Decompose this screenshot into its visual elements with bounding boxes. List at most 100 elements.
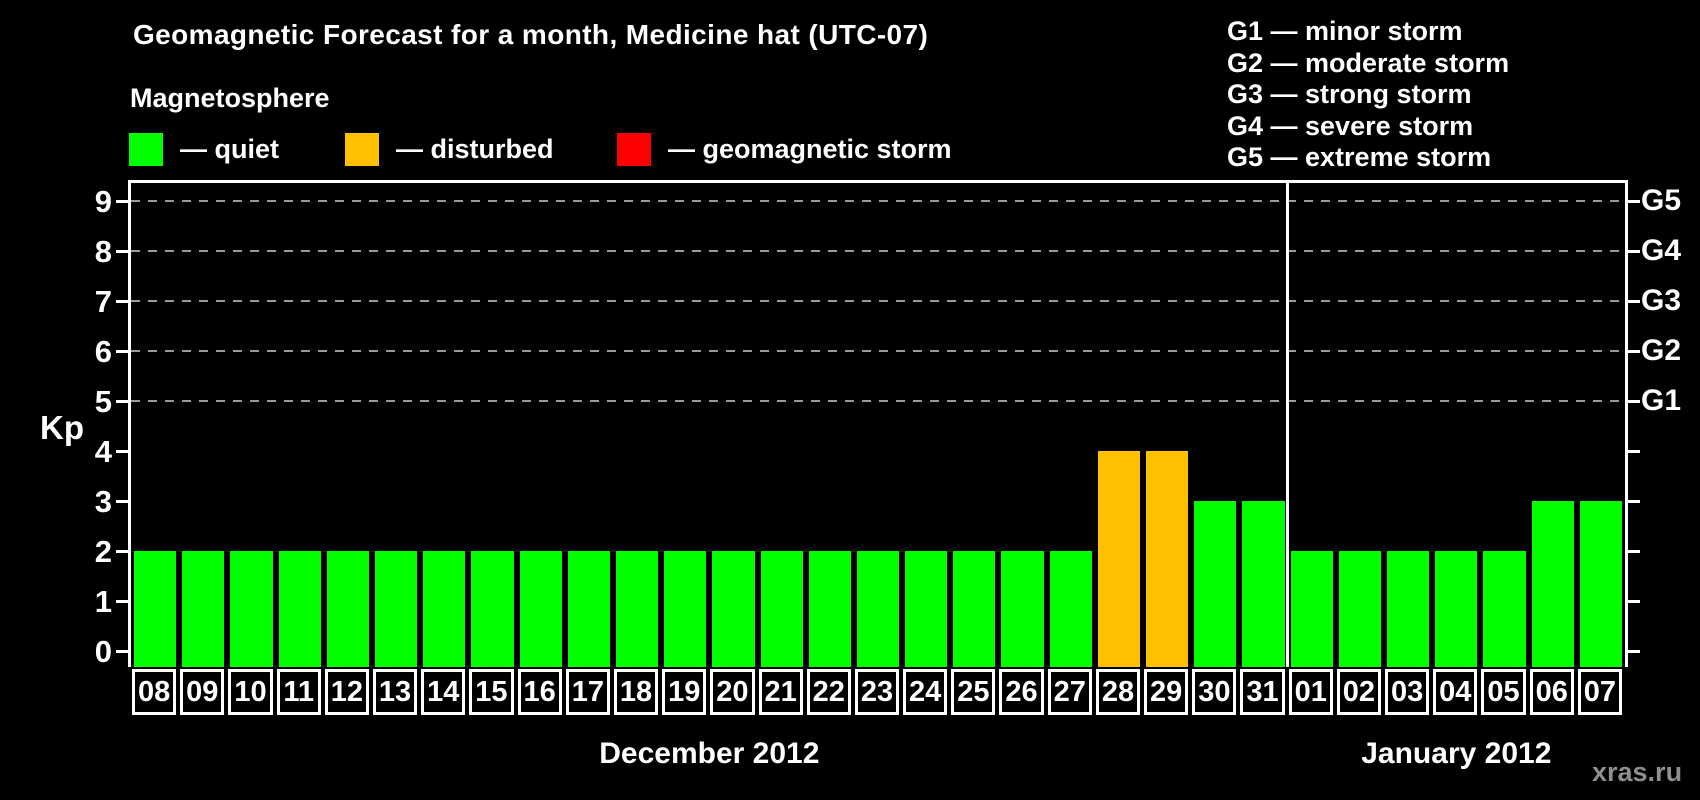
day-label: 24 — [903, 669, 948, 715]
kp-bar-day-04 — [1435, 551, 1478, 667]
g-tick-label-G1: G1 — [1641, 384, 1682, 417]
kp-bar-day-23 — [856, 551, 900, 667]
kp-bar-day-16 — [519, 551, 562, 667]
kp-bar-day-21 — [760, 551, 803, 667]
g-tick-label-G5: G5 — [1641, 184, 1682, 217]
kp-bar-day-09 — [182, 551, 225, 667]
kp-bar-day-02 — [1338, 551, 1382, 667]
kp-tick-label: 7 — [94, 284, 112, 319]
kp-bar-day-10 — [230, 551, 273, 667]
day-label: 04 — [1433, 669, 1478, 715]
day-label: 29 — [1144, 669, 1189, 715]
kp-bar-day-19 — [664, 551, 707, 667]
kp-tick-label: 9 — [94, 184, 112, 219]
day-label: 25 — [951, 669, 996, 715]
kp-bar-day-08 — [134, 551, 177, 667]
kp-bar-day-17 — [567, 551, 610, 667]
kp-bar-day-20 — [712, 551, 755, 667]
day-label: 14 — [421, 669, 466, 715]
month-label: December 2012 — [599, 737, 820, 770]
left-axis-tick — [116, 199, 128, 203]
day-label: 20 — [710, 669, 755, 715]
gridline-G3 — [131, 300, 1625, 302]
left-axis-tick — [116, 599, 128, 603]
kp-tick-label: 6 — [94, 334, 112, 369]
legend-swatch-storm — [617, 133, 651, 166]
legend-label-disturbed: — disturbed — [396, 134, 554, 164]
kp-bar-day-24 — [905, 551, 948, 667]
day-label: 30 — [1192, 669, 1237, 715]
legend-item-storm: — geomagnetic storm — [617, 133, 952, 166]
day-label: 21 — [758, 669, 803, 715]
month-separator-line — [1286, 183, 1289, 667]
g-tick-label-G4: G4 — [1641, 234, 1682, 267]
day-label: 11 — [276, 669, 321, 715]
right-axis-tick — [1628, 649, 1640, 653]
day-label: 18 — [613, 669, 659, 715]
kp-bar-day-26 — [1001, 551, 1044, 667]
day-label: 09 — [180, 669, 225, 715]
right-axis-tick — [1628, 449, 1640, 453]
day-label: 31 — [1240, 669, 1285, 715]
kp-bar-day-14 — [423, 551, 466, 667]
right-axis-tick — [1628, 199, 1640, 203]
g-scale-legend-line: G2 — moderate storm — [1227, 47, 1510, 78]
day-label: 03 — [1385, 669, 1430, 715]
day-label: 27 — [1047, 669, 1092, 715]
right-axis-tick — [1628, 249, 1640, 253]
day-label: 16 — [517, 669, 562, 715]
left-axis-tick — [116, 299, 128, 303]
kp-bar-day-13 — [374, 551, 418, 667]
gridline-G5 — [131, 200, 1625, 202]
kp-bar-day-27 — [1049, 551, 1092, 667]
left-axis-tick — [116, 649, 128, 653]
day-label: 01 — [1288, 669, 1333, 715]
kp-bar-day-12 — [326, 551, 369, 667]
day-label: 13 — [372, 669, 418, 715]
day-label: 26 — [999, 669, 1044, 715]
left-axis-tick — [116, 549, 128, 553]
right-axis-tick — [1628, 599, 1640, 603]
g-scale-legend: G1 — minor storm G2 — moderate storm G3 — … — [1227, 16, 1509, 174]
kp-axis-label: Kp — [40, 409, 84, 446]
kp-bar-day-07 — [1579, 501, 1622, 667]
month-label: January 2012 — [1361, 737, 1552, 770]
gridline-G4 — [131, 250, 1625, 252]
g-scale-legend-line: G5 — extreme storm — [1227, 142, 1492, 173]
kp-bar-day-25 — [953, 551, 996, 667]
day-label: 07 — [1577, 669, 1622, 715]
day-label: 23 — [854, 669, 900, 715]
gridline-G1 — [131, 400, 1625, 402]
gridline-G2 — [131, 350, 1625, 352]
day-label: 10 — [228, 669, 273, 715]
day-label: 12 — [324, 669, 369, 715]
kp-bar-day-11 — [278, 551, 321, 667]
left-axis-tick — [116, 349, 128, 353]
kp-tick-label: 4 — [94, 434, 112, 469]
day-label: 15 — [469, 669, 514, 715]
day-label: 06 — [1529, 669, 1574, 715]
left-axis-tick — [116, 249, 128, 253]
day-axis: 08 09 10 11 12 13 14 15 16 17 18 19 20 21 22 23 24 25 26 27… — [131, 669, 1625, 717]
g-scale-legend-line: G1 — minor storm — [1227, 16, 1463, 46]
kp-bar-day-06 — [1531, 501, 1574, 667]
right-axis-tick — [1628, 549, 1640, 553]
kp-tick-label: 2 — [94, 534, 112, 569]
kp-bar-day-28 — [1097, 451, 1141, 667]
kp-bar-day-01 — [1290, 551, 1333, 667]
day-label: 17 — [565, 669, 610, 715]
day-label: 28 — [1095, 669, 1141, 715]
legend-label-quiet: — quiet — [180, 134, 279, 164]
g-scale-legend-line: G4 — severe storm — [1227, 110, 1474, 141]
kp-bar-day-22 — [808, 551, 851, 667]
left-axis-tick — [116, 449, 128, 453]
watermark-link[interactable]: xras.ru — [1592, 757, 1683, 787]
g-tick-label-G3: G3 — [1641, 284, 1682, 317]
day-label: 02 — [1336, 669, 1382, 715]
day-label: 08 — [132, 669, 177, 715]
left-axis-tick — [116, 499, 128, 503]
kp-bar-chart — [116, 180, 1640, 667]
right-axis-tick — [1628, 499, 1640, 503]
legend-swatch-disturbed — [345, 133, 379, 166]
